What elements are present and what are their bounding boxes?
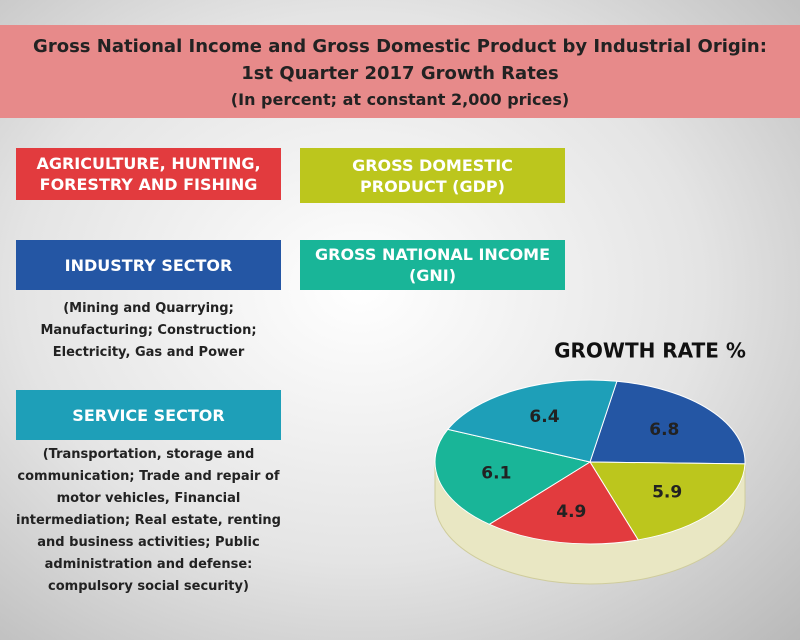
pie-slice (488, 461, 639, 545)
legend-box: GROSS DOMESTIC PRODUCT (GDP) (300, 148, 565, 203)
legend-note: (Mining and Quarrying; Manufacturing; Co… (40, 301, 257, 360)
legend-box: INDUSTRY SECTOR (16, 240, 281, 290)
slice-label: 5.9 (652, 482, 682, 502)
pie-slice (446, 379, 618, 463)
legend-note: (Transportation, storage and communicati… (16, 447, 281, 594)
slice-label: 6.8 (649, 420, 679, 440)
pie-slice (589, 380, 746, 465)
chart-label: GROWTH RATE % (554, 339, 746, 363)
slice-label: 6.1 (481, 463, 511, 483)
title-band (0, 25, 800, 118)
legend-box: SERVICE SECTOR (16, 390, 281, 440)
slice-label: 4.9 (556, 502, 586, 522)
slice-label: 6.4 (529, 407, 559, 427)
title: Gross National Income and Gross Domestic… (33, 36, 767, 84)
subtitle: (In percent; at constant 2,000 prices) (230, 90, 570, 109)
legend-box: GROSS NATIONAL INCOME (GNI) (300, 240, 565, 290)
pie-slice (589, 461, 746, 541)
legend-box: AGRICULTURE, HUNTING, FORESTRY AND FISHI… (16, 148, 281, 200)
